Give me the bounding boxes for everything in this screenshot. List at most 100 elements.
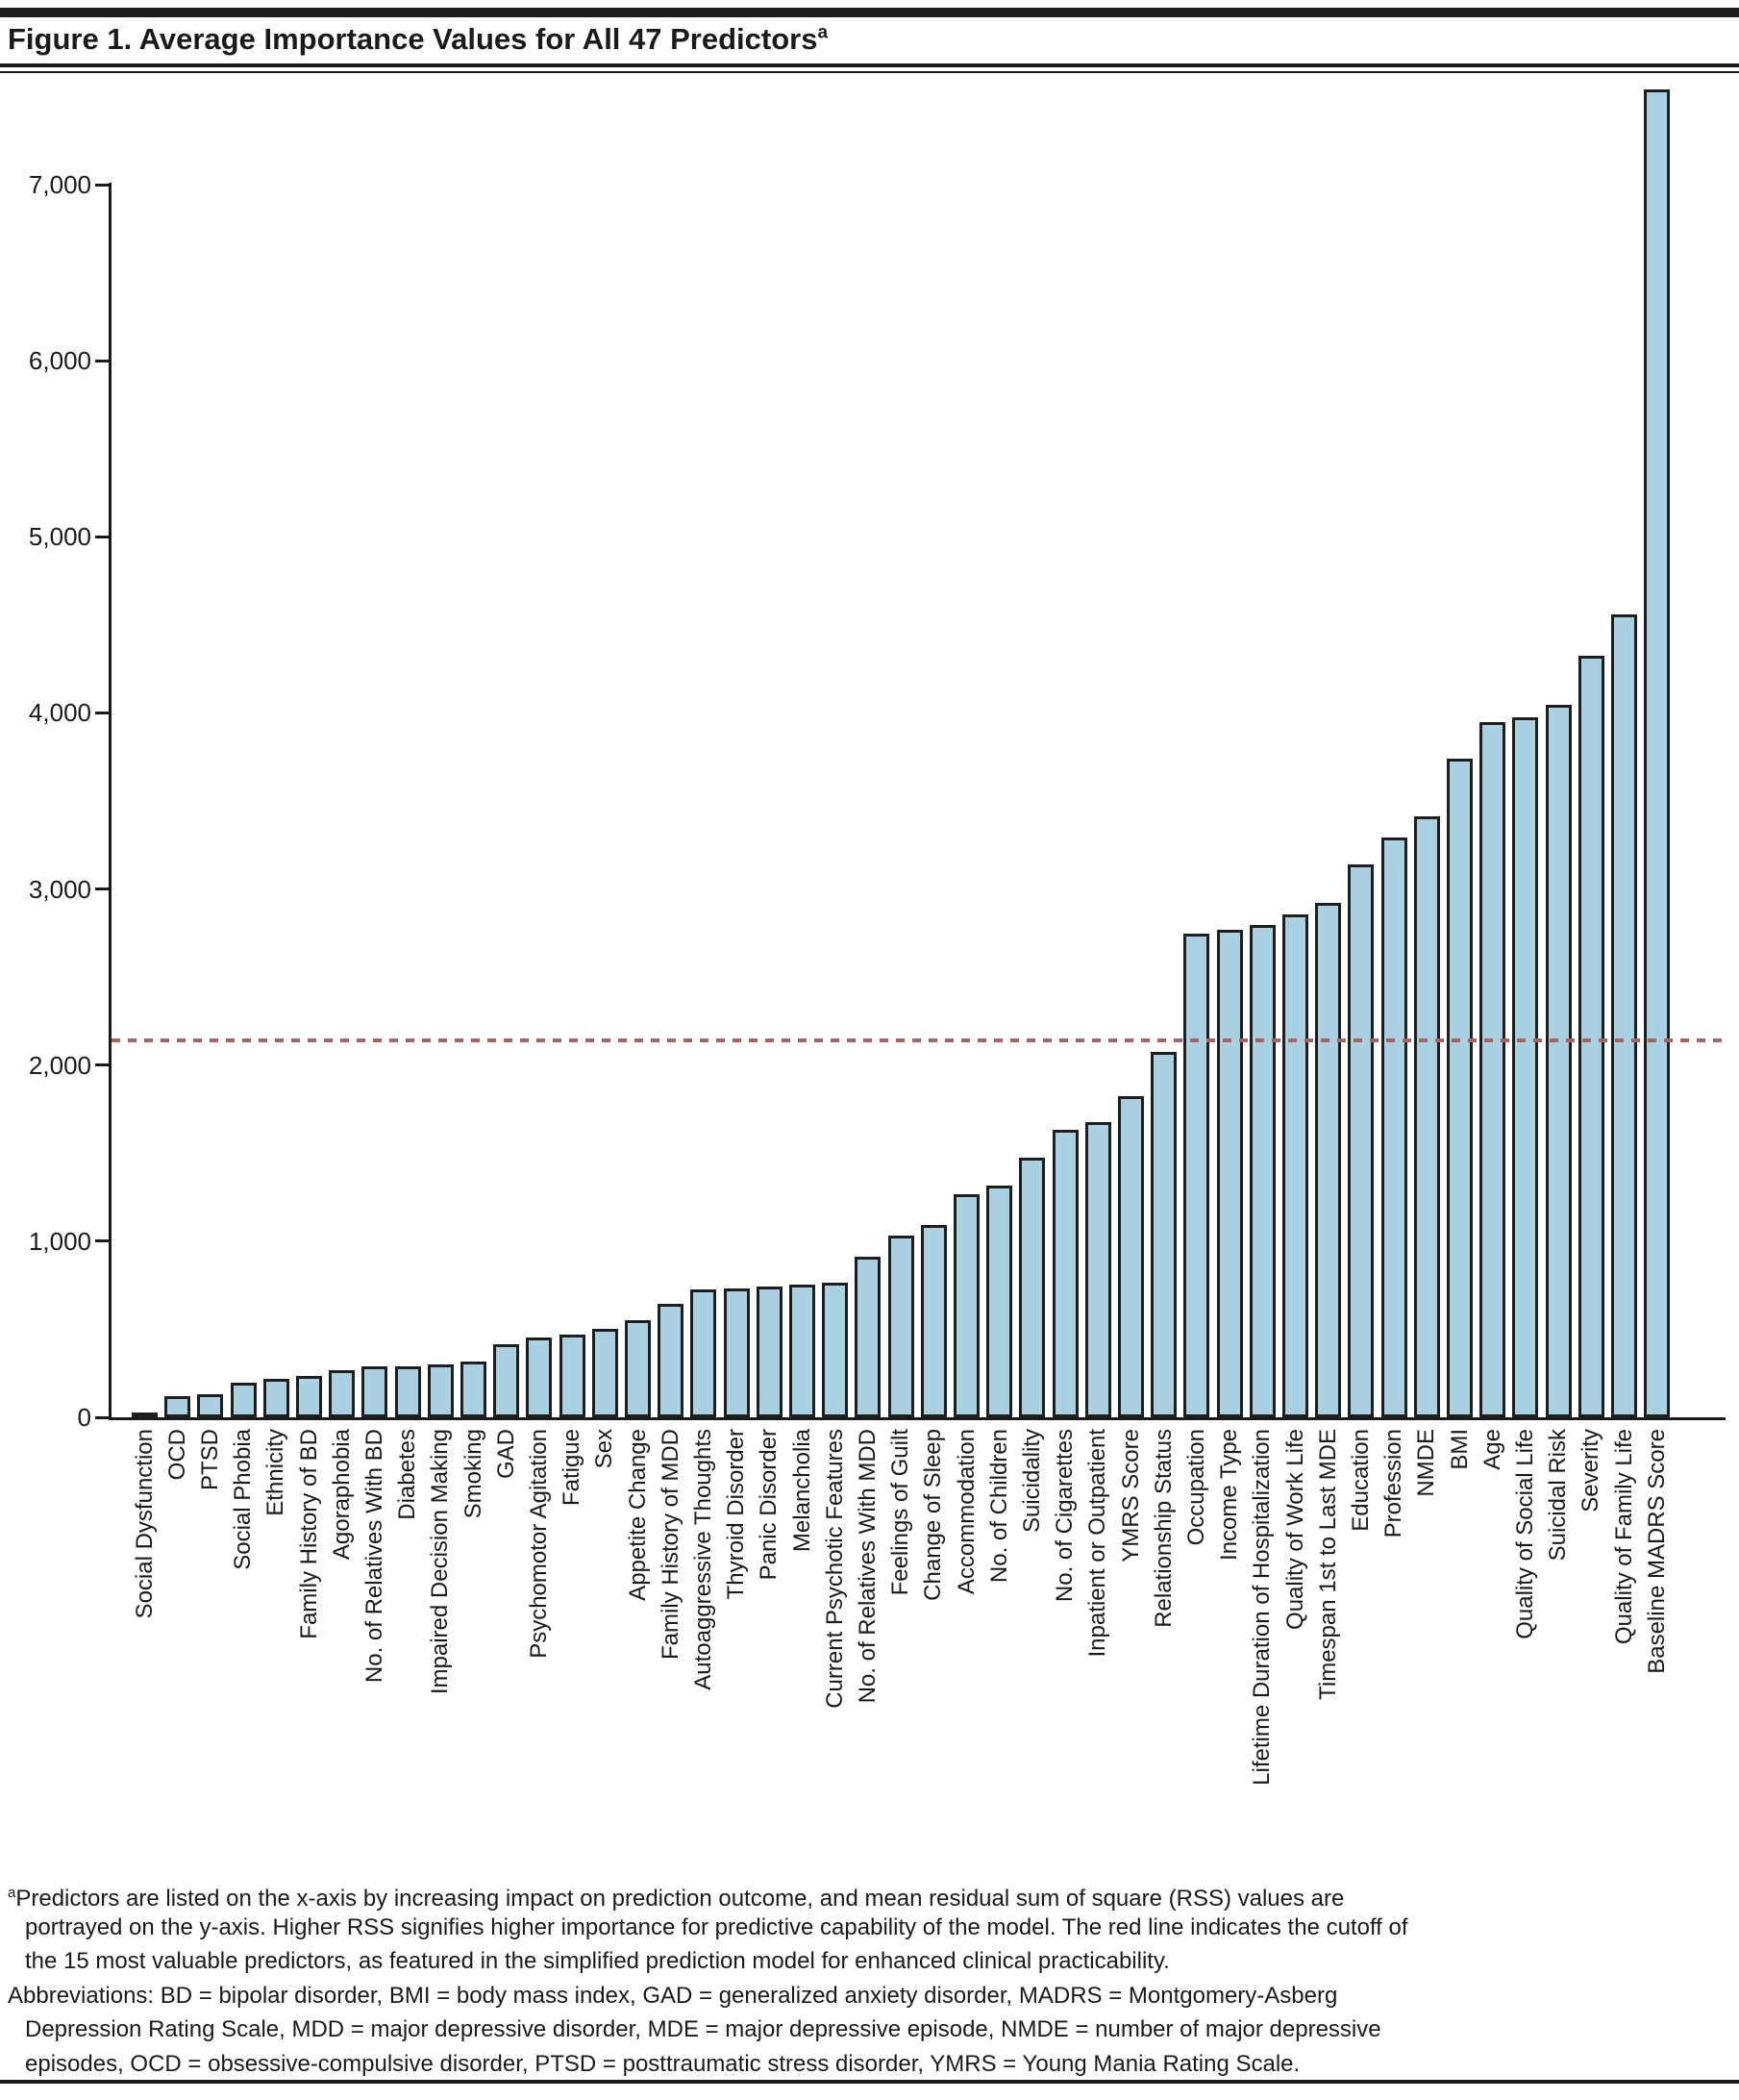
x-tick-label: Fatigue: [559, 1429, 585, 1507]
footnote-line: the 15 most valuable predictors, as feat…: [25, 1948, 1170, 1974]
x-tick-label: Current Psychotic Features: [821, 1429, 848, 1709]
x-tick-label: Family History of MDD: [657, 1429, 683, 1661]
x-tick-label: Family History of BD: [295, 1429, 322, 1639]
bar: [1380, 838, 1407, 1417]
bar: [1545, 705, 1572, 1417]
x-tick-label: NMDE: [1413, 1429, 1440, 1497]
bar: [329, 1370, 356, 1417]
top-rule: [0, 8, 1739, 17]
x-tick-label: Age: [1478, 1429, 1505, 1470]
footnote-line: Depression Rating Scale, MDD = major dep…: [25, 2016, 1381, 2042]
x-tick-label: GAD: [492, 1429, 519, 1480]
x-tick-label: Relationship Status: [1150, 1429, 1177, 1628]
y-tick-label: 3,000: [28, 874, 91, 904]
bar: [855, 1257, 882, 1417]
x-tick-label: Timespan 1st to Last MDE: [1314, 1429, 1341, 1700]
y-tick-label: 4,000: [28, 698, 91, 728]
x-tick-label: Lifetime Duration of Hospitalization: [1249, 1429, 1276, 1786]
y-tick-label: 0: [77, 1403, 91, 1432]
bar: [1578, 656, 1604, 1417]
bar: [526, 1338, 553, 1417]
x-tick-label: Ethnicity: [262, 1429, 289, 1516]
x-tick-label: Melancholia: [788, 1429, 815, 1553]
y-tick-label: 2,000: [28, 1050, 91, 1080]
bar: [1348, 864, 1375, 1417]
x-tick-label: OCD: [163, 1429, 190, 1481]
bar: [887, 1236, 914, 1417]
bar: [296, 1376, 322, 1417]
bar: [1249, 925, 1276, 1417]
x-tick-label: Sex: [591, 1429, 618, 1469]
x-tick-label: Severity: [1578, 1429, 1604, 1512]
bar: [1052, 1130, 1079, 1417]
bar: [723, 1288, 750, 1417]
bar: [1183, 934, 1210, 1417]
bar: [986, 1186, 1013, 1417]
x-tick-label: Appetite Change: [624, 1429, 651, 1601]
bar: [394, 1366, 421, 1417]
x-tick-label: Accommodation: [953, 1429, 980, 1595]
bar: [197, 1394, 224, 1417]
x-tick-label: No. of Cigarettes: [1052, 1429, 1079, 1603]
footnote-superscript: a: [8, 1885, 16, 1901]
x-tick-label: Occupation: [1182, 1429, 1209, 1546]
y-tick-label: 1,000: [28, 1226, 91, 1256]
bar: [361, 1366, 388, 1417]
bar: [591, 1329, 618, 1417]
bar: [690, 1289, 717, 1417]
y-tick-label: 6,000: [28, 346, 91, 376]
x-tick-label: PTSD: [196, 1429, 223, 1491]
bar: [1644, 89, 1671, 1417]
title-separator-thick: [0, 63, 1739, 67]
x-tick-label: Diabetes: [394, 1429, 421, 1520]
bar: [1118, 1096, 1144, 1417]
bar: [756, 1287, 783, 1417]
y-tick-mark: [95, 359, 109, 362]
x-tick-label: Agoraphobia: [328, 1429, 355, 1561]
x-tick-label: Change of Sleep: [920, 1429, 947, 1601]
x-tick-label: Panic Disorder: [756, 1429, 783, 1581]
x-tick-label: YMRS Score: [1117, 1429, 1144, 1562]
y-tick-mark: [95, 535, 109, 538]
x-tick-label: BMI: [1446, 1429, 1473, 1470]
bar: [460, 1362, 486, 1417]
bar: [1512, 717, 1539, 1417]
x-tick-label: Education: [1347, 1429, 1374, 1532]
bar: [1479, 722, 1506, 1417]
footnote-line: portrayed on the y-axis. Higher RSS sign…: [25, 1913, 1408, 1940]
x-tick-label: Quality of Work Life: [1281, 1429, 1308, 1630]
x-tick-label: Social Dysfunction: [131, 1429, 158, 1619]
bar: [1216, 930, 1243, 1417]
x-tick-label: No. of Relatives With BD: [360, 1429, 387, 1684]
bar: [230, 1383, 257, 1417]
x-tick-label: Quality of Family Life: [1610, 1429, 1637, 1645]
bar: [789, 1285, 815, 1417]
bottom-rule: [0, 2080, 1739, 2084]
x-tick-label: Smoking: [460, 1429, 486, 1519]
figure-title-superscript: a: [817, 22, 829, 43]
y-tick-mark: [95, 1239, 109, 1243]
bar: [1084, 1122, 1111, 1417]
x-tick-label: Quality of Social Life: [1511, 1429, 1538, 1639]
footnote-line: episodes, OCD = obsessive-compulsive dis…: [25, 2050, 1301, 2077]
bar: [559, 1335, 585, 1417]
y-tick-label: 7,000: [28, 170, 91, 199]
bar: [1413, 816, 1440, 1417]
x-tick-label: Autoaggressive Thoughts: [689, 1429, 716, 1690]
x-tick-label: Impaired Decision Making: [427, 1429, 454, 1695]
x-tick-label: Income Type: [1216, 1429, 1243, 1561]
bar: [1282, 914, 1308, 1417]
y-tick-mark: [95, 711, 109, 714]
y-axis-line: [109, 183, 112, 1420]
x-tick-label: No. of Children: [985, 1429, 1012, 1584]
figure-title: Figure 1. Average Importance Values for …: [8, 22, 828, 57]
bar: [920, 1225, 947, 1417]
x-tick-label: Suicidal Risk: [1545, 1429, 1572, 1562]
bar: [1151, 1052, 1178, 1417]
cutoff-line: [112, 1038, 1726, 1043]
x-tick-label: Psychomotor Agitation: [525, 1429, 552, 1659]
x-axis-line: [109, 1417, 1726, 1420]
x-tick-label: Profession: [1380, 1429, 1407, 1538]
x-tick-label: No. of Relatives With MDD: [854, 1429, 881, 1704]
x-tick-label: Suicidality: [1018, 1429, 1045, 1534]
